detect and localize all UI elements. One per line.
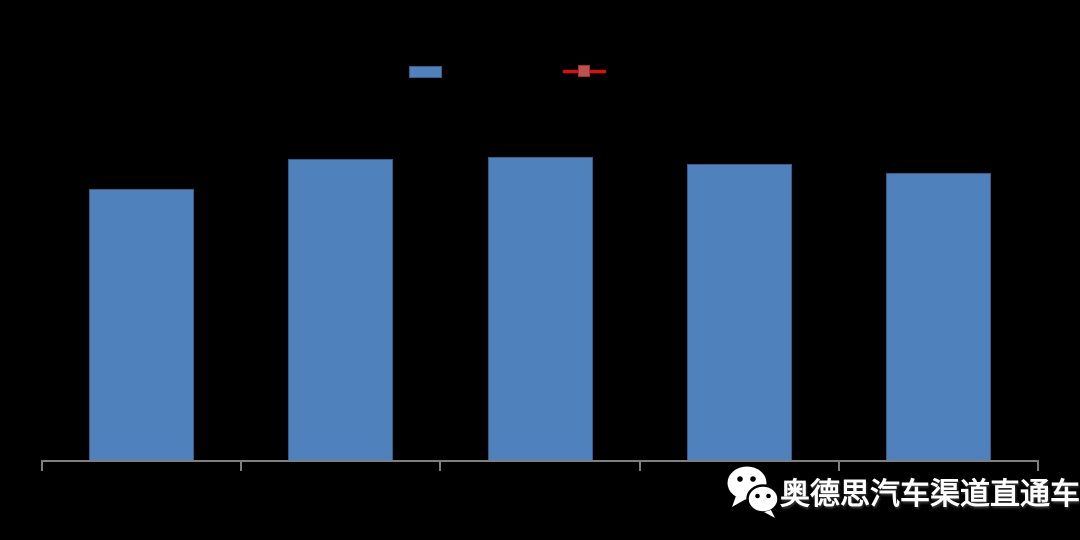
watermark-text: 奥德思汽车渠道直通车 (780, 478, 1080, 511)
x-axis-tick (638, 460, 641, 471)
legend-line-marker-icon (578, 65, 590, 77)
x-axis-tick (837, 460, 840, 471)
plot-area (41, 157, 1039, 471)
bar-2 (288, 159, 394, 461)
wechat-icon (727, 466, 780, 518)
x-axis-tick (41, 460, 43, 471)
x-axis-tick (1037, 460, 1039, 471)
legend-bar-swatch (409, 66, 442, 78)
watermark: 奥德思汽车渠道直通车 (726, 462, 1080, 520)
x-axis-tick (240, 460, 243, 471)
bar-5 (885, 173, 991, 461)
bar-4 (686, 164, 792, 461)
x-axis-line (42, 460, 1038, 462)
x-axis-tick (439, 460, 442, 471)
bar-1 (89, 189, 195, 461)
bar-3 (487, 157, 593, 461)
